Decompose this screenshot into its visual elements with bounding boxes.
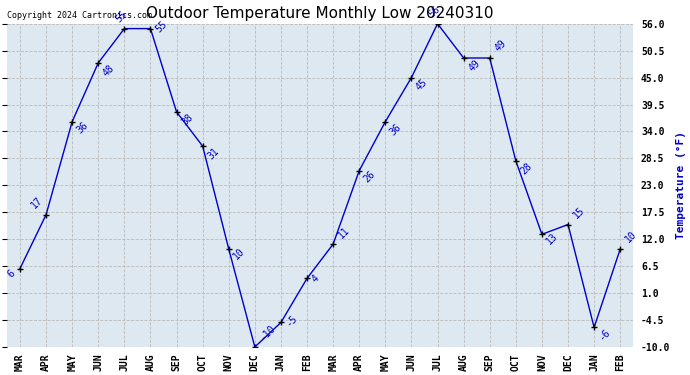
Text: 6: 6 — [6, 268, 17, 280]
Text: 49: 49 — [493, 39, 508, 54]
Text: 55: 55 — [153, 19, 168, 34]
Text: 26: 26 — [362, 169, 377, 184]
Text: 55: 55 — [113, 9, 128, 24]
Text: -5: -5 — [284, 313, 299, 328]
Text: 45: 45 — [414, 78, 430, 93]
Text: -6: -6 — [597, 327, 612, 343]
Text: 11: 11 — [336, 225, 351, 240]
Text: 10: 10 — [623, 230, 638, 245]
Text: 10: 10 — [232, 246, 247, 261]
Text: Copyright 2024 Cartronics.com: Copyright 2024 Cartronics.com — [7, 12, 152, 21]
Text: 49: 49 — [466, 58, 482, 73]
Text: 13: 13 — [544, 231, 560, 247]
Text: 38: 38 — [179, 112, 195, 127]
Text: 36: 36 — [388, 122, 404, 137]
Title: Outdoor Temperature Monthly Low 20240310: Outdoor Temperature Monthly Low 20240310 — [146, 6, 494, 21]
Text: 28: 28 — [519, 161, 534, 176]
Text: 36: 36 — [75, 120, 90, 135]
Text: -10: -10 — [257, 323, 277, 343]
Text: 48: 48 — [101, 63, 117, 78]
Text: 4: 4 — [310, 273, 321, 284]
Text: 56: 56 — [426, 4, 442, 20]
Text: 31: 31 — [206, 146, 221, 161]
Y-axis label: Temperature (°F): Temperature (°F) — [676, 131, 686, 239]
Text: 17: 17 — [30, 195, 45, 210]
Text: 15: 15 — [571, 205, 586, 220]
